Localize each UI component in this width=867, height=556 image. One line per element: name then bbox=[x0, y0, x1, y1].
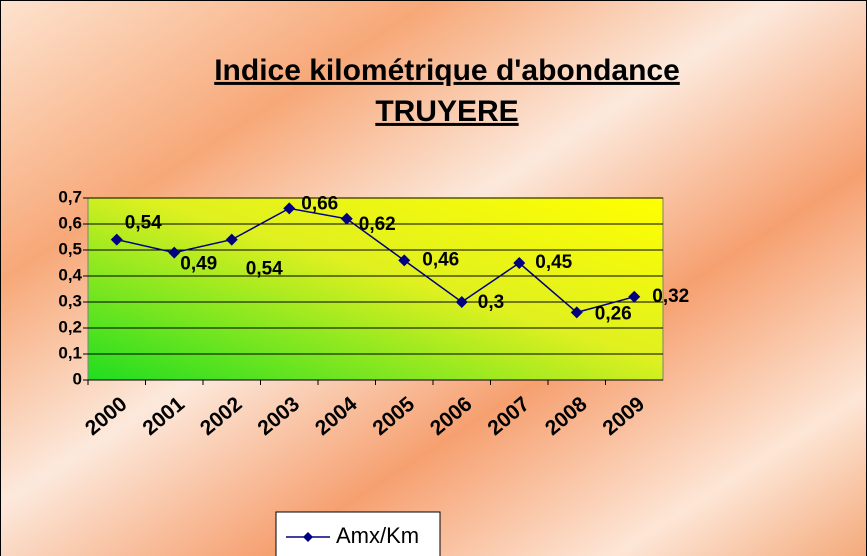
legend-marker bbox=[303, 532, 313, 542]
y-tick-label: 0,3 bbox=[58, 291, 82, 310]
marker bbox=[225, 233, 238, 246]
y-tick-label: 0,4 bbox=[58, 265, 82, 284]
marker bbox=[340, 212, 353, 225]
marker bbox=[110, 233, 123, 246]
y-tick-label: 0 bbox=[73, 369, 82, 388]
chart-title: TRUYERE bbox=[375, 95, 518, 128]
y-tick-label: 0,6 bbox=[58, 213, 82, 232]
y-tick-label: 0,5 bbox=[58, 239, 82, 258]
marker bbox=[398, 254, 411, 267]
data-label: 0,62 bbox=[359, 214, 396, 235]
marker bbox=[283, 202, 296, 215]
legend bbox=[275, 511, 441, 556]
data-label: 0,49 bbox=[180, 254, 217, 275]
marker bbox=[570, 306, 583, 319]
y-tick-label: 0,1 bbox=[58, 343, 82, 362]
marker bbox=[455, 296, 468, 308]
data-label: 0,54 bbox=[125, 213, 162, 234]
line bbox=[116, 207, 635, 314]
chart-title: Indice kilométrique d'abondance bbox=[214, 54, 680, 87]
marker bbox=[168, 246, 181, 259]
data-label: 0,54 bbox=[246, 259, 283, 280]
y-tick-label: 0,2 bbox=[58, 317, 82, 336]
data-label: 0,46 bbox=[422, 249, 459, 270]
legend-label: Amx/Km bbox=[336, 523, 419, 548]
data-label: 0,66 bbox=[301, 193, 338, 214]
marker bbox=[628, 290, 641, 303]
data-label: 0,3 bbox=[478, 292, 504, 313]
marker bbox=[513, 257, 526, 269]
y-tick-label: 0,7 bbox=[58, 187, 82, 206]
data-label: 0,45 bbox=[535, 252, 572, 273]
data-label: 0,32 bbox=[652, 286, 689, 307]
data-label: 0,26 bbox=[595, 303, 632, 324]
plot-area bbox=[87, 197, 664, 381]
